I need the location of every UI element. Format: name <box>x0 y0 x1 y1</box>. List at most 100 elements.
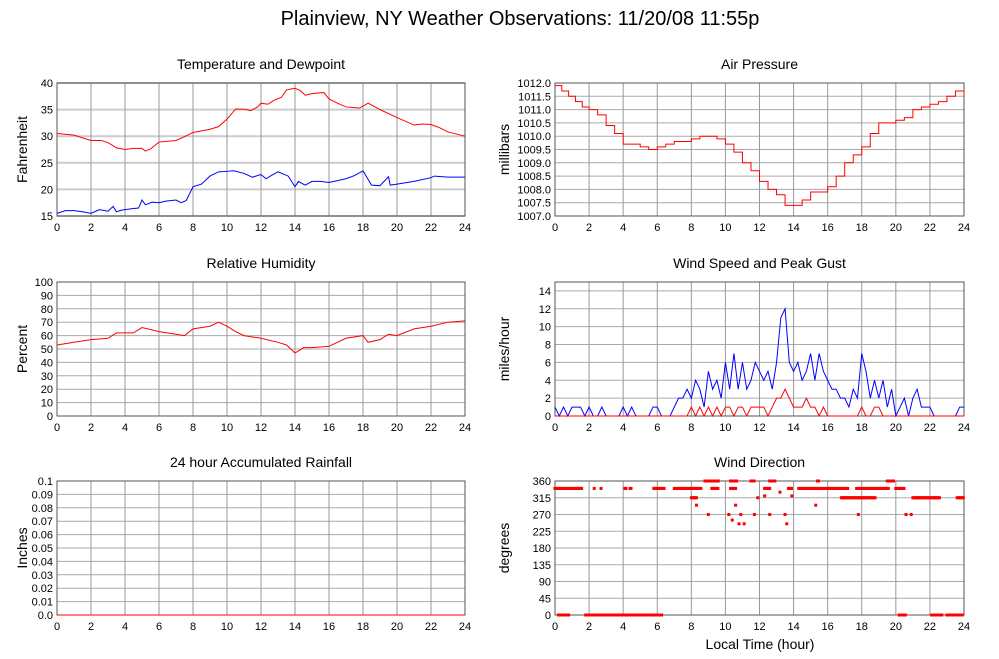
direction-point <box>629 486 633 490</box>
x-tick-label: 2 <box>88 222 94 234</box>
direction-point <box>739 513 743 516</box>
direction-point <box>856 513 860 516</box>
y-tick-label: 50 <box>41 344 53 356</box>
y-tick-label: 1011.0 <box>518 105 551 117</box>
y-axis-label: Fahrenheit <box>14 116 30 183</box>
direction-point <box>904 513 908 516</box>
y-tick-label: 0.05 <box>32 543 53 555</box>
y-tick-label: 0.04 <box>32 556 53 568</box>
x-tick-label: 16 <box>323 222 335 234</box>
y-tick-label: 4 <box>545 375 551 387</box>
y-tick-label: 180 <box>533 543 551 555</box>
chart-title: 24 hour Accumulated Rainfall <box>170 454 352 470</box>
direction-point <box>909 513 913 516</box>
x-tick-label: 18 <box>357 422 369 434</box>
x-tick-label: 22 <box>924 422 936 434</box>
plot-frame <box>56 82 466 217</box>
x-tick-label: 24 <box>958 222 970 234</box>
x-tick-label: 12 <box>753 222 765 234</box>
chart-panel-5: Wind Directiondegrees0459013518022527031… <box>496 454 970 633</box>
x-tick-label: 20 <box>391 222 403 234</box>
direction-point <box>592 486 596 490</box>
x-tick-label: 6 <box>654 621 660 633</box>
x-tick-label: 24 <box>459 422 471 434</box>
x-tick-label: 6 <box>156 621 162 633</box>
direction-point <box>735 479 739 483</box>
x-tick-label: 22 <box>924 222 936 234</box>
y-tick-label: 360 <box>533 476 551 488</box>
x-tick-label: 6 <box>654 422 660 434</box>
x-tick-label: 18 <box>856 422 868 434</box>
y-tick-label: 1010.0 <box>517 131 551 143</box>
direction-point <box>599 486 603 490</box>
direction-point <box>846 486 850 490</box>
direction-point <box>937 496 941 500</box>
x-tick-label: 22 <box>425 621 437 633</box>
direction-point <box>902 486 906 490</box>
direction-point <box>615 613 619 617</box>
y-tick-label: 10 <box>41 398 53 410</box>
direction-point <box>730 518 734 522</box>
y-tick-label: 0.02 <box>32 583 53 595</box>
x-tick-label: 16 <box>822 422 834 434</box>
direction-point <box>768 513 772 516</box>
plot-frame <box>554 480 965 616</box>
x-tick-label: 4 <box>122 222 128 234</box>
chart-panel-3: Wind Speed and Peak Gustmiles/hour024681… <box>496 255 970 434</box>
chart-panel-4: 24 hour Accumulated RainfallInches0.00.0… <box>14 454 471 633</box>
y-tick-label: 0.09 <box>32 489 53 501</box>
direction-point <box>768 486 772 490</box>
y-tick-label: 8 <box>545 340 551 352</box>
y-tick-label: 60 <box>41 331 53 343</box>
x-tick-label: 12 <box>753 621 765 633</box>
direction-point <box>660 613 664 617</box>
direction-point <box>763 494 767 498</box>
x-tick-label: 12 <box>753 422 765 434</box>
y-tick-label: 20 <box>41 184 53 196</box>
x-tick-label: 20 <box>391 621 403 633</box>
y-tick-label: 1011.5 <box>518 91 551 103</box>
chart-title: Temperature and Dewpoint <box>177 56 345 72</box>
y-tick-label: 0.03 <box>32 570 53 582</box>
direction-point <box>752 479 756 483</box>
x-tick-label: 0 <box>552 422 558 434</box>
chart-panel-2: Relative HumidityPercent0102030405060708… <box>14 255 471 434</box>
x-tick-label: 8 <box>190 222 196 234</box>
y-tick-label: 0.06 <box>32 530 53 542</box>
y-tick-label: 20 <box>41 384 53 396</box>
x-tick-label: 2 <box>586 422 592 434</box>
y-tick-label: 1007.5 <box>517 198 551 210</box>
x-tick-label: 0 <box>552 222 558 234</box>
direction-point <box>662 486 666 490</box>
x-tick-label: 20 <box>890 621 902 633</box>
x-tick-label: 10 <box>719 222 731 234</box>
x-tick-label: 14 <box>289 222 301 234</box>
x-tick-label: 16 <box>822 222 834 234</box>
direction-point <box>873 496 877 500</box>
y-tick-label: 1008.5 <box>517 171 551 183</box>
y-axis-label: millibars <box>496 124 512 175</box>
x-tick-label: 24 <box>459 222 471 234</box>
x-tick-label: 8 <box>688 422 694 434</box>
y-tick-label: 35 <box>41 105 53 117</box>
y-tick-label: 40 <box>41 357 53 369</box>
chart-title: Relative Humidity <box>207 255 316 271</box>
x-tick-label: 14 <box>787 621 799 633</box>
y-tick-label: 80 <box>41 304 53 316</box>
y-tick-label: 0.01 <box>32 597 53 609</box>
direction-point <box>778 490 782 494</box>
x-tick-label: 12 <box>255 621 267 633</box>
y-tick-label: 2 <box>545 393 551 405</box>
plot-frame <box>554 281 965 417</box>
x-tick-label: 16 <box>822 621 834 633</box>
y-tick-label: 1009.5 <box>517 145 551 157</box>
direction-point <box>785 522 789 526</box>
x-tick-label: 22 <box>924 621 936 633</box>
x-tick-label: 24 <box>459 621 471 633</box>
x-tick-label: 18 <box>357 621 369 633</box>
x-tick-label: 10 <box>221 621 233 633</box>
x-tick-label: 20 <box>890 222 902 234</box>
chart-title: Wind Direction <box>714 454 805 470</box>
y-tick-label: 0.0 <box>38 610 53 622</box>
